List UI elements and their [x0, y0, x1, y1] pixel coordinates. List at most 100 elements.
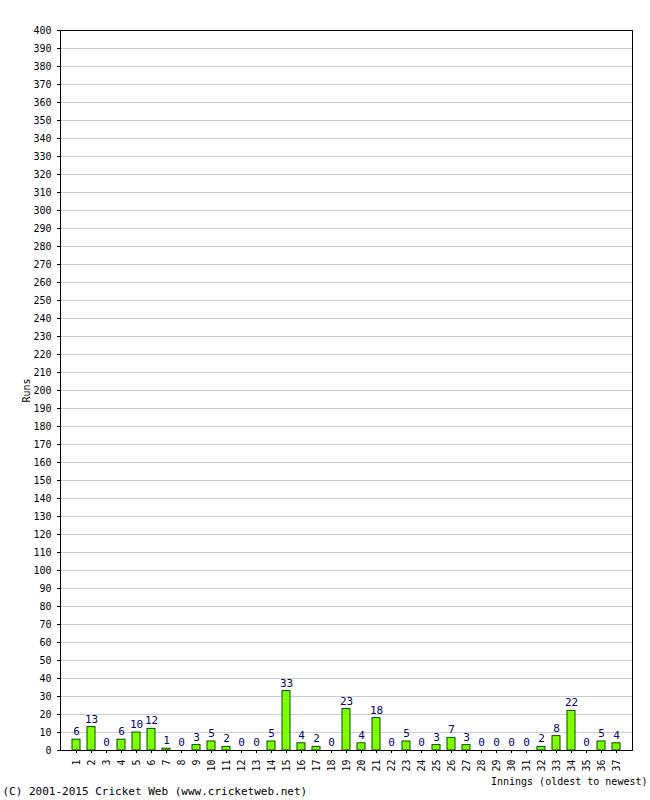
svg-text:0: 0 — [328, 736, 335, 749]
svg-text:90: 90 — [39, 583, 51, 594]
svg-text:0: 0 — [45, 745, 51, 756]
svg-text:34: 34 — [566, 760, 577, 772]
svg-text:5: 5 — [403, 727, 410, 740]
svg-text:8: 8 — [176, 760, 187, 766]
svg-text:5: 5 — [598, 727, 605, 740]
svg-text:15: 15 — [281, 760, 292, 772]
svg-text:3: 3 — [193, 731, 200, 744]
svg-text:11: 11 — [221, 760, 232, 772]
svg-text:0: 0 — [508, 736, 515, 749]
svg-text:22: 22 — [386, 760, 397, 772]
svg-text:60: 60 — [39, 637, 51, 648]
svg-text:230: 230 — [33, 331, 51, 342]
svg-text:380: 380 — [33, 61, 51, 72]
svg-text:2: 2 — [86, 760, 97, 766]
svg-text:2: 2 — [313, 732, 320, 745]
svg-text:29: 29 — [491, 760, 502, 772]
svg-text:330: 330 — [33, 151, 51, 162]
svg-text:20: 20 — [39, 709, 51, 720]
svg-text:37: 37 — [611, 760, 622, 772]
svg-text:3: 3 — [101, 760, 112, 766]
svg-text:30: 30 — [39, 691, 51, 702]
svg-text:Runs: Runs — [21, 378, 32, 402]
svg-text:2: 2 — [223, 732, 230, 745]
svg-text:0: 0 — [103, 736, 110, 749]
svg-text:18: 18 — [370, 704, 383, 717]
svg-text:50: 50 — [39, 655, 51, 666]
svg-text:4: 4 — [298, 729, 305, 742]
svg-text:3: 3 — [463, 731, 470, 744]
svg-text:0: 0 — [178, 736, 185, 749]
svg-text:24: 24 — [416, 760, 427, 772]
svg-text:10: 10 — [39, 727, 51, 738]
svg-text:220: 220 — [33, 349, 51, 360]
svg-text:Innings (oldest to newest): Innings (oldest to newest) — [491, 776, 648, 787]
svg-text:18: 18 — [326, 760, 337, 772]
svg-text:0: 0 — [238, 736, 245, 749]
svg-text:100: 100 — [33, 565, 51, 576]
svg-text:28: 28 — [476, 760, 487, 772]
svg-text:3: 3 — [433, 731, 440, 744]
svg-text:130: 130 — [33, 511, 51, 522]
svg-text:27: 27 — [461, 760, 472, 772]
svg-text:14: 14 — [266, 760, 277, 772]
svg-text:320: 320 — [33, 169, 51, 180]
svg-text:0: 0 — [253, 736, 260, 749]
svg-text:150: 150 — [33, 475, 51, 486]
svg-text:170: 170 — [33, 439, 51, 450]
svg-text:350: 350 — [33, 115, 51, 126]
svg-text:270: 270 — [33, 259, 51, 270]
svg-text:32: 32 — [536, 760, 547, 772]
svg-text:7: 7 — [161, 760, 172, 766]
svg-text:110: 110 — [33, 547, 51, 558]
svg-text:240: 240 — [33, 313, 51, 324]
svg-text:0: 0 — [418, 736, 425, 749]
svg-text:5: 5 — [208, 727, 215, 740]
svg-text:280: 280 — [33, 241, 51, 252]
svg-text:1: 1 — [71, 760, 82, 766]
svg-text:0: 0 — [478, 736, 485, 749]
svg-text:360: 360 — [33, 97, 51, 108]
svg-text:0: 0 — [583, 736, 590, 749]
svg-text:36: 36 — [596, 760, 607, 772]
svg-text:26: 26 — [446, 760, 457, 772]
svg-text:1: 1 — [163, 734, 170, 747]
svg-text:23: 23 — [340, 695, 353, 708]
svg-text:30: 30 — [506, 760, 517, 772]
svg-text:190: 190 — [33, 403, 51, 414]
svg-text:390: 390 — [33, 43, 51, 54]
svg-text:33: 33 — [280, 677, 293, 690]
svg-text:19: 19 — [341, 760, 352, 772]
svg-text:20: 20 — [356, 760, 367, 772]
svg-text:6: 6 — [146, 760, 157, 766]
svg-text:13: 13 — [251, 760, 262, 772]
svg-text:5: 5 — [268, 727, 275, 740]
svg-text:2: 2 — [538, 732, 545, 745]
svg-text:25: 25 — [431, 760, 442, 772]
svg-text:210: 210 — [33, 367, 51, 378]
svg-text:4: 4 — [613, 729, 620, 742]
svg-text:4: 4 — [358, 729, 365, 742]
svg-text:80: 80 — [39, 601, 51, 612]
svg-text:260: 260 — [33, 277, 51, 288]
svg-text:33: 33 — [551, 760, 562, 772]
svg-text:370: 370 — [33, 79, 51, 90]
svg-text:(C) 2001-2015 Cricket Web (www: (C) 2001-2015 Cricket Web (www.cricketwe… — [3, 785, 308, 798]
svg-text:8: 8 — [553, 722, 560, 735]
svg-text:12: 12 — [236, 760, 247, 772]
svg-text:400: 400 — [33, 25, 51, 36]
svg-text:9: 9 — [191, 760, 202, 766]
svg-text:200: 200 — [33, 385, 51, 396]
svg-text:5: 5 — [131, 760, 142, 766]
svg-text:16: 16 — [296, 760, 307, 772]
svg-text:140: 140 — [33, 493, 51, 504]
svg-text:22: 22 — [565, 696, 578, 709]
svg-text:0: 0 — [493, 736, 500, 749]
svg-text:21: 21 — [371, 760, 382, 772]
svg-text:17: 17 — [311, 760, 322, 772]
svg-text:10: 10 — [130, 718, 143, 731]
svg-text:35: 35 — [581, 760, 592, 772]
svg-text:300: 300 — [33, 205, 51, 216]
svg-text:40: 40 — [39, 673, 51, 684]
svg-text:31: 31 — [521, 760, 532, 772]
